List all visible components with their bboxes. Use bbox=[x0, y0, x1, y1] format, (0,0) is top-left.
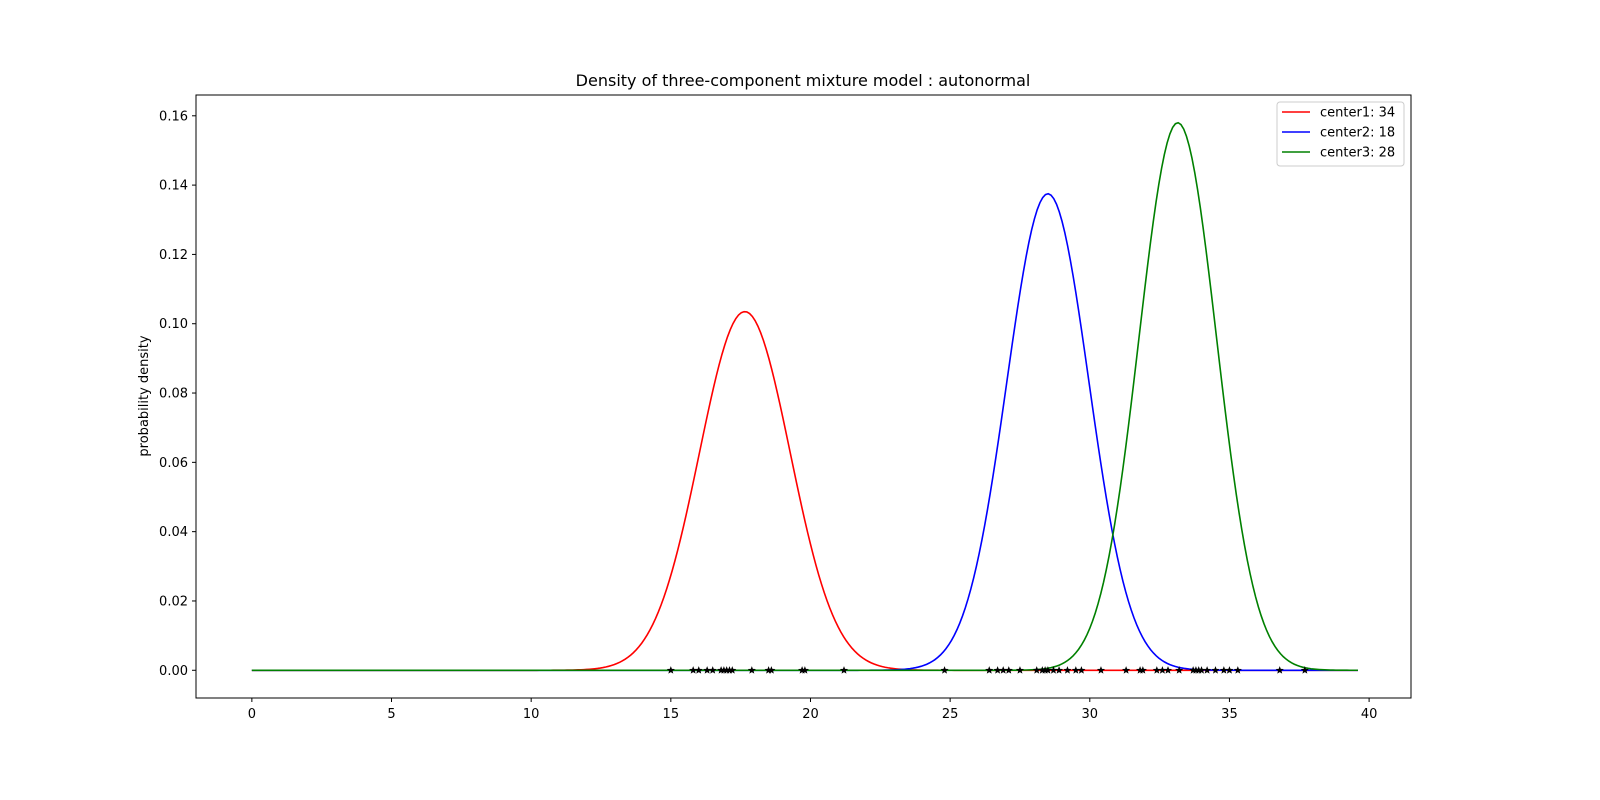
x-tick-label: 30 bbox=[1082, 707, 1099, 722]
y-axis-label: probability density bbox=[137, 335, 152, 456]
x-tick-label: 10 bbox=[523, 707, 540, 722]
observation-marker bbox=[1233, 666, 1242, 674]
legend-frame bbox=[1276, 101, 1405, 167]
observation-marker bbox=[1122, 666, 1131, 674]
y-tick-label: 0.06 bbox=[159, 456, 188, 471]
observation-marker bbox=[800, 666, 809, 674]
plot-frame bbox=[195, 94, 1412, 699]
observation-marker bbox=[1032, 666, 1041, 674]
y-axis: 0.00 0.02 0.04 0.06 0.08 0.10 0.12 0.14 0.16 bbox=[159, 109, 196, 679]
density-curve-3 bbox=[251, 121, 1358, 672]
legend-label-3: center3: 28 bbox=[1320, 146, 1395, 161]
x-tick-label: 35 bbox=[1221, 707, 1238, 722]
observation-markers bbox=[666, 666, 1309, 674]
plot-content bbox=[251, 121, 1358, 672]
chart-title: Density of three-component mixture model… bbox=[576, 71, 1031, 90]
observation-marker bbox=[1219, 666, 1228, 674]
y-tick-label: 0.10 bbox=[159, 317, 188, 332]
observation-marker bbox=[689, 666, 698, 674]
y-tick-label: 0.02 bbox=[159, 594, 188, 609]
observation-marker bbox=[1138, 666, 1147, 674]
observation-marker bbox=[1164, 666, 1172, 674]
observation-marker bbox=[1043, 666, 1052, 674]
density-curve-2 bbox=[251, 192, 1358, 672]
observation-marker bbox=[728, 666, 737, 674]
observation-marker bbox=[999, 666, 1008, 674]
observation-marker bbox=[1077, 666, 1086, 674]
y-tick-label: 0.04 bbox=[159, 525, 188, 540]
legend-label-1: center1: 34 bbox=[1320, 106, 1395, 121]
legend-label-2: center2: 18 bbox=[1320, 126, 1395, 141]
y-tick-label: 0.12 bbox=[159, 248, 188, 263]
observation-marker bbox=[1275, 666, 1284, 674]
observation-marker bbox=[747, 666, 756, 674]
observation-marker bbox=[940, 666, 949, 674]
y-tick-label: 0.14 bbox=[159, 179, 188, 194]
density-curve-1 bbox=[251, 310, 1358, 672]
observation-marker bbox=[767, 666, 776, 674]
observation-marker bbox=[1158, 666, 1167, 674]
observation-marker bbox=[1175, 666, 1184, 674]
x-tick-label: 0 bbox=[248, 707, 256, 722]
observation-marker bbox=[1203, 666, 1212, 674]
observation-marker bbox=[1063, 666, 1072, 674]
observation-marker bbox=[1225, 666, 1234, 674]
observation-marker bbox=[1152, 666, 1161, 674]
observation-marker bbox=[1071, 666, 1080, 674]
x-axis: 0 5 10 15 20 25 30 35 40 bbox=[248, 698, 1378, 722]
observation-marker bbox=[993, 666, 1002, 674]
observation-marker bbox=[1049, 666, 1058, 674]
x-tick-label: 5 bbox=[387, 707, 395, 722]
x-tick-label: 40 bbox=[1361, 707, 1378, 722]
observation-marker bbox=[1211, 666, 1220, 674]
x-tick-label: 20 bbox=[802, 707, 819, 722]
legend-items: center1: 34 center2: 18 center3: 28 bbox=[1282, 106, 1395, 161]
y-tick-label: 0.00 bbox=[159, 664, 188, 679]
observation-marker bbox=[1197, 666, 1206, 674]
observation-marker bbox=[703, 666, 712, 674]
observation-marker bbox=[985, 666, 994, 674]
observation-marker bbox=[1004, 666, 1013, 674]
observation-marker bbox=[1300, 666, 1309, 674]
observation-marker bbox=[840, 666, 848, 674]
y-tick-label: 0.08 bbox=[159, 387, 188, 402]
observation-marker bbox=[708, 666, 717, 674]
observation-marker bbox=[694, 666, 703, 674]
observation-marker bbox=[1015, 666, 1024, 674]
observation-marker bbox=[666, 666, 675, 674]
observation-marker bbox=[1055, 666, 1064, 674]
legend: center1: 34 center2: 18 center3: 28 bbox=[1276, 101, 1405, 167]
x-tick-label: 15 bbox=[663, 707, 680, 722]
x-tick-label: 25 bbox=[942, 707, 959, 722]
observation-marker bbox=[1096, 666, 1105, 674]
y-tick-label: 0.16 bbox=[159, 109, 188, 124]
